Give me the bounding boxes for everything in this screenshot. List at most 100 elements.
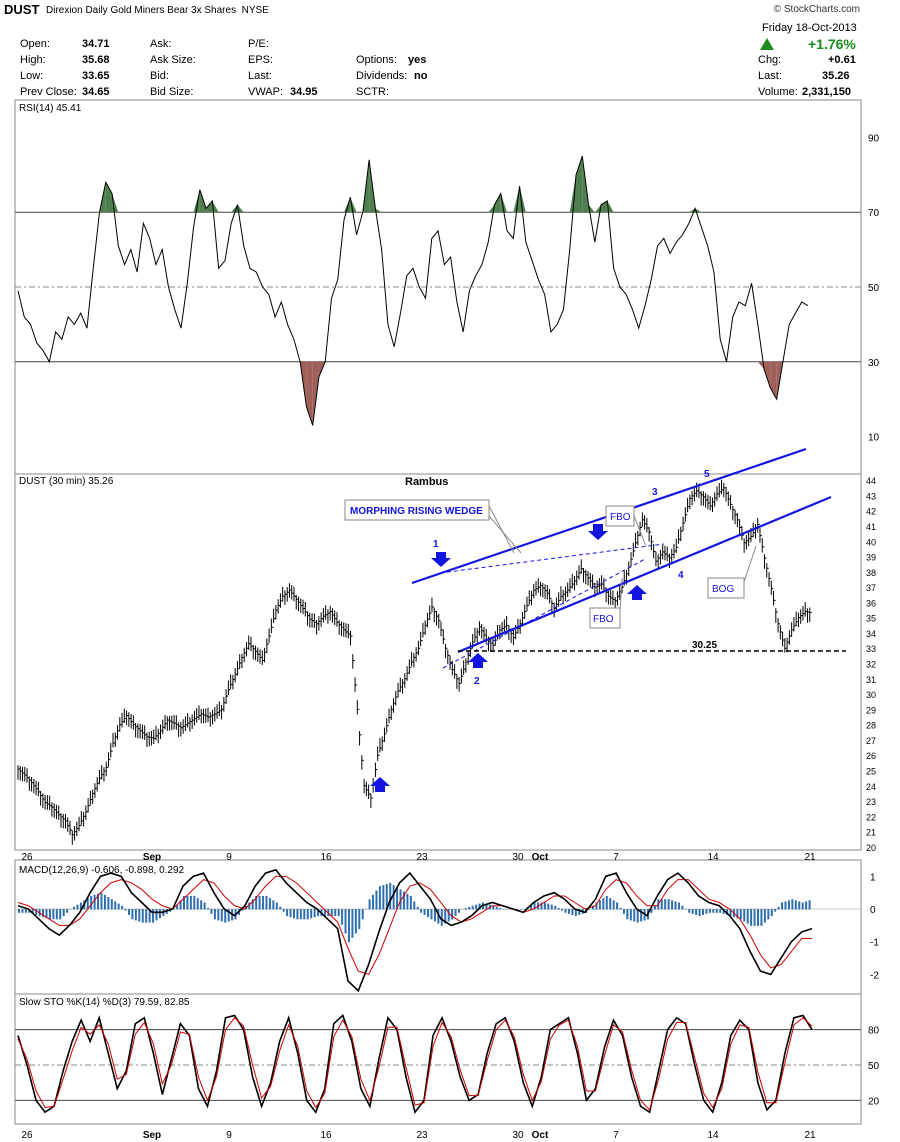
price-tick-label: 36: [866, 598, 876, 608]
sto-x-tick-label: 7: [613, 1130, 619, 1141]
price-tick-label: 29: [866, 705, 876, 715]
rsi-tick-label: 70: [868, 208, 880, 219]
rsi-tick-label: 10: [868, 433, 880, 444]
price-tick-label: 43: [866, 491, 876, 501]
macd-histogram-bar: [399, 889, 402, 910]
wedge-label-pointer-2: [488, 515, 522, 554]
price-tick-label: 33: [866, 644, 876, 654]
macd-histogram-bar: [430, 909, 433, 920]
price-tick-label: 39: [866, 553, 876, 563]
wedge-label-pointer: [488, 505, 515, 554]
macd-histogram-bar: [402, 891, 405, 910]
macd-histogram-bar: [516, 909, 519, 910]
exchange-label: NYSE: [241, 5, 269, 16]
macd-histogram-bar: [334, 909, 337, 917]
wave-5-label: 5: [704, 469, 710, 480]
macd-histogram-bar: [781, 902, 784, 910]
macd-histogram-bar: [702, 909, 705, 915]
macd-histogram-bar: [540, 902, 543, 910]
price-x-tick-label: 16: [320, 852, 332, 863]
macd-histogram-bar: [801, 902, 804, 910]
rsi-line: [17, 155, 809, 426]
macd-histogram-bar: [45, 909, 48, 919]
macd-histogram-bar: [629, 909, 632, 921]
macd-histogram-bar: [423, 909, 426, 915]
macd-histogram-bar: [712, 909, 715, 913]
rsi-chart: 10 30 50 70 90: [15, 133, 880, 444]
price-tick-label: 31: [866, 675, 876, 685]
price-x-tick-label: 14: [707, 852, 719, 863]
rsi-overbought-fill: [344, 197, 351, 213]
macd-histogram-bar: [292, 909, 295, 919]
macd-histogram-bar: [134, 909, 137, 921]
macd-histogram-bar: [207, 907, 210, 910]
macd-histogram-bar: [69, 909, 72, 910]
ask-label: Ask:: [150, 38, 172, 50]
macd-histogram-bar: [698, 909, 701, 917]
rsi-title: RSI(14) 45.41: [19, 103, 82, 114]
price-tick-label: 40: [866, 537, 876, 547]
rsi-overbought-fill: [576, 156, 583, 213]
price-tick-label: 21: [866, 828, 876, 838]
macd-histogram-bar: [561, 909, 564, 911]
price-x-tick-label: Sep: [143, 852, 161, 863]
macd-histogram-bar: [691, 909, 694, 914]
macd-histogram-bar: [447, 909, 450, 922]
macd-histogram-bar: [791, 899, 794, 910]
macd-histogram-bar: [506, 909, 509, 910]
macd-histogram-bar: [148, 909, 151, 923]
bog-pointer: [743, 545, 757, 583]
macd-histogram-bar: [196, 898, 199, 910]
macd-histogram-bar: [66, 909, 69, 913]
macd-histogram-bar: [574, 909, 577, 917]
macd-histogram-bar: [62, 909, 65, 917]
volume-value: 2,331,150: [802, 86, 851, 98]
macd-histogram-bar: [392, 885, 395, 910]
macd-histogram-bar: [719, 909, 722, 913]
change-percent: +1.76%: [808, 36, 856, 52]
macd-histogram-bar: [86, 898, 89, 910]
macd-histogram-bar: [416, 906, 419, 910]
dividends-value: no: [414, 70, 428, 82]
price-tick-label: 37: [866, 583, 876, 593]
macd-histogram-bar: [303, 909, 306, 920]
macd-histogram-bar: [141, 909, 144, 923]
up-arrow-1-icon: [370, 777, 390, 792]
macd-histogram-bar: [684, 909, 687, 910]
macd-histogram-bar: [124, 909, 127, 911]
macd-histogram-bar: [495, 906, 498, 910]
rsi-overbought-fill: [212, 200, 219, 213]
price-x-tick-label: 26: [21, 852, 33, 863]
sto-tick-label: 20: [868, 1096, 880, 1107]
macd-histogram-bar: [121, 905, 124, 910]
macd-histogram-bar: [671, 900, 674, 910]
macd-histogram-bar: [478, 903, 481, 910]
macd-histogram-bar: [760, 909, 763, 926]
quote-date: Friday 18-Oct-2013: [762, 22, 857, 34]
macd-histogram-bar: [743, 909, 746, 922]
wave-2-label: 2: [474, 676, 480, 687]
macd-histogram-bar: [746, 909, 749, 924]
macd-histogram-bar: [210, 909, 213, 914]
rsi-overbought-fill: [375, 208, 382, 213]
macd-histogram-bar: [330, 909, 333, 917]
macd-histogram-bar: [279, 906, 282, 910]
price-tick-label: 23: [866, 797, 876, 807]
macd-histogram-bar: [52, 909, 55, 920]
macd-histogram-bar: [220, 909, 223, 922]
rsi-overbought-fill: [193, 189, 200, 213]
price-x-tick-label: 30: [512, 852, 524, 863]
macd-histogram-bar: [598, 900, 601, 910]
macd-histogram-bar: [227, 909, 230, 922]
macd-histogram-bar: [492, 905, 495, 910]
price-tick-label: 44: [866, 476, 876, 486]
price-tick-label: 42: [866, 507, 876, 517]
macd-histogram-bar: [595, 902, 598, 910]
macd-histogram-bar: [726, 909, 729, 915]
sctr-label: SCTR:: [356, 86, 389, 98]
macd-histogram-bar: [378, 886, 381, 910]
macd-histogram-bar: [420, 909, 423, 913]
macd-histogram-bar: [389, 882, 392, 910]
sto-x-tick-label: 21: [804, 1130, 816, 1141]
